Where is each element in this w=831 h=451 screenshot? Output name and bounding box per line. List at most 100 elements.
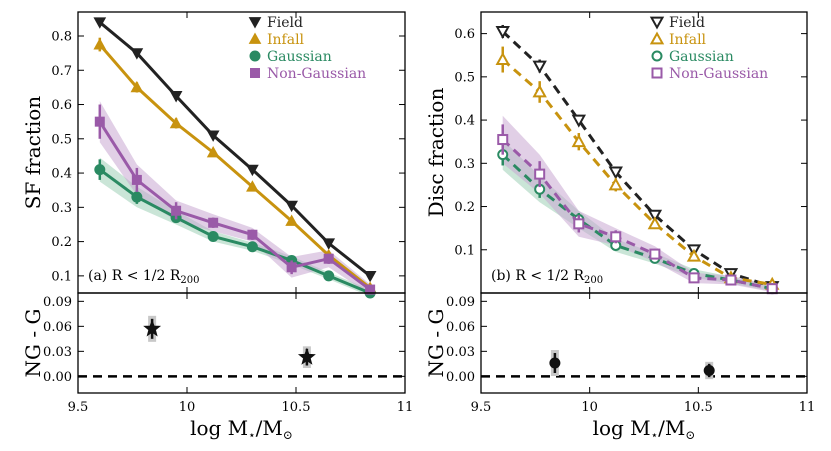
x-tick-label: 10.5 xyxy=(684,400,713,415)
xlabel-slash: /M xyxy=(658,416,685,440)
annotation-subscript: 200 xyxy=(584,275,603,286)
y-tick-label: 0.3 xyxy=(51,201,72,216)
data-point xyxy=(365,284,376,295)
series-field xyxy=(93,17,377,283)
data-point xyxy=(94,164,106,176)
series-line xyxy=(98,43,372,290)
data-point xyxy=(534,168,546,180)
data-point xyxy=(131,191,143,203)
x-tick-label: 11 xyxy=(799,400,816,415)
y-tick-label: 0.3 xyxy=(454,157,475,172)
bottom-axes-frame xyxy=(480,292,808,394)
legend-marker xyxy=(249,50,261,62)
y-tick-label: 0.7 xyxy=(51,64,72,79)
data-point xyxy=(207,230,219,242)
data-point xyxy=(608,166,623,180)
series-line xyxy=(98,120,371,291)
y-axis-label-bottom: NG - G xyxy=(424,309,448,378)
y-tick-label: 0.5 xyxy=(51,132,72,147)
data-point xyxy=(169,91,183,103)
y-tick-label: 0.03 xyxy=(446,345,475,360)
data-point xyxy=(688,272,700,284)
data-point xyxy=(532,84,547,98)
x-tick-label: 10 xyxy=(179,400,196,415)
x-tick-label: 9.5 xyxy=(68,400,89,415)
data-point xyxy=(246,180,259,192)
xlabel-star: ⋆ xyxy=(248,428,256,442)
x-tick-label: 11 xyxy=(397,400,414,415)
legend-label: Infall xyxy=(669,32,707,48)
data-point xyxy=(285,214,298,226)
x-tick-label: 10.5 xyxy=(282,400,311,415)
diff-point xyxy=(703,365,715,376)
data-point xyxy=(130,48,144,60)
diff-point xyxy=(549,357,561,369)
data-point xyxy=(323,270,335,282)
x-axis-label: log M⋆/M⊙ xyxy=(593,416,696,442)
data-point xyxy=(169,116,183,129)
series-non-gaussian xyxy=(94,104,376,295)
annotation-text: (b) R < 1/2 R xyxy=(491,268,584,284)
y-tick-label: 0.5 xyxy=(454,70,475,85)
y-tick-label: 0.1 xyxy=(51,269,72,284)
legend-marker xyxy=(651,67,663,79)
legend-label: Non-Gaussian xyxy=(669,66,768,82)
y-tick-label: 0.1 xyxy=(454,243,475,258)
series-line xyxy=(98,21,372,278)
data-point xyxy=(285,200,298,213)
data-point xyxy=(647,209,663,223)
x-tick-label: 10 xyxy=(581,400,598,415)
series-line xyxy=(501,138,773,291)
data-point xyxy=(532,60,547,74)
y-tick-label: 0.2 xyxy=(51,235,72,250)
data-point xyxy=(322,238,336,250)
data-point xyxy=(208,217,219,228)
y-tick-label: 0.06 xyxy=(446,320,475,335)
diff-point xyxy=(143,319,162,337)
xlabel-sun: ⊙ xyxy=(283,428,293,442)
y-axis-label: Disc fraction xyxy=(424,88,448,218)
legend-marker xyxy=(248,32,262,44)
band-non-gaussian xyxy=(99,101,371,295)
legend-label: Gaussian xyxy=(669,49,734,65)
data-point xyxy=(571,134,586,148)
panel-annotation: (b) R < 1/2 R200 xyxy=(491,268,603,286)
y-tick-label: 0.6 xyxy=(51,98,72,113)
y-axis-label: SF fraction xyxy=(21,96,45,209)
series-line xyxy=(98,168,371,295)
legend-label: Field xyxy=(267,15,303,31)
data-point xyxy=(610,231,622,243)
y-tick-label: 0.00 xyxy=(43,370,72,385)
annotation-subscript: 200 xyxy=(180,275,199,286)
xlabel-text: log M xyxy=(190,416,248,440)
data-point xyxy=(206,130,220,142)
band-non-gaussian xyxy=(502,115,773,293)
data-point xyxy=(130,80,144,93)
data-point xyxy=(647,216,663,230)
bottom-axes-frame xyxy=(77,292,406,394)
y-tick-label: 0.2 xyxy=(454,200,475,215)
y-tick-label: 0.06 xyxy=(43,320,72,335)
data-point xyxy=(131,174,142,185)
data-point xyxy=(206,145,220,158)
data-point xyxy=(686,248,702,262)
data-point xyxy=(495,26,510,40)
xlabel-slash: /M xyxy=(256,416,283,440)
legend-label: Non-Gaussian xyxy=(267,66,366,82)
legend-marker xyxy=(649,16,665,30)
y-tick-label: 0.6 xyxy=(454,27,475,42)
data-point xyxy=(766,283,778,295)
series-line xyxy=(501,30,773,288)
data-point xyxy=(171,205,182,216)
data-point xyxy=(323,253,334,264)
y-tick-label: 0.09 xyxy=(446,295,475,310)
legend-marker xyxy=(250,68,260,78)
panel-a: 0.1 0.2 0.3 0.4 0.5 0.6 0.7 0.8 0.00 0.03 0.06 0.09… xyxy=(21,11,414,442)
y-axis-label-bottom: NG - G xyxy=(21,309,45,378)
data-point xyxy=(286,262,297,273)
xlabel-sun: ⊙ xyxy=(685,428,695,442)
data-point xyxy=(94,116,105,127)
xlabel-text: log M xyxy=(593,416,651,440)
x-tick-label: 9.5 xyxy=(471,400,492,415)
